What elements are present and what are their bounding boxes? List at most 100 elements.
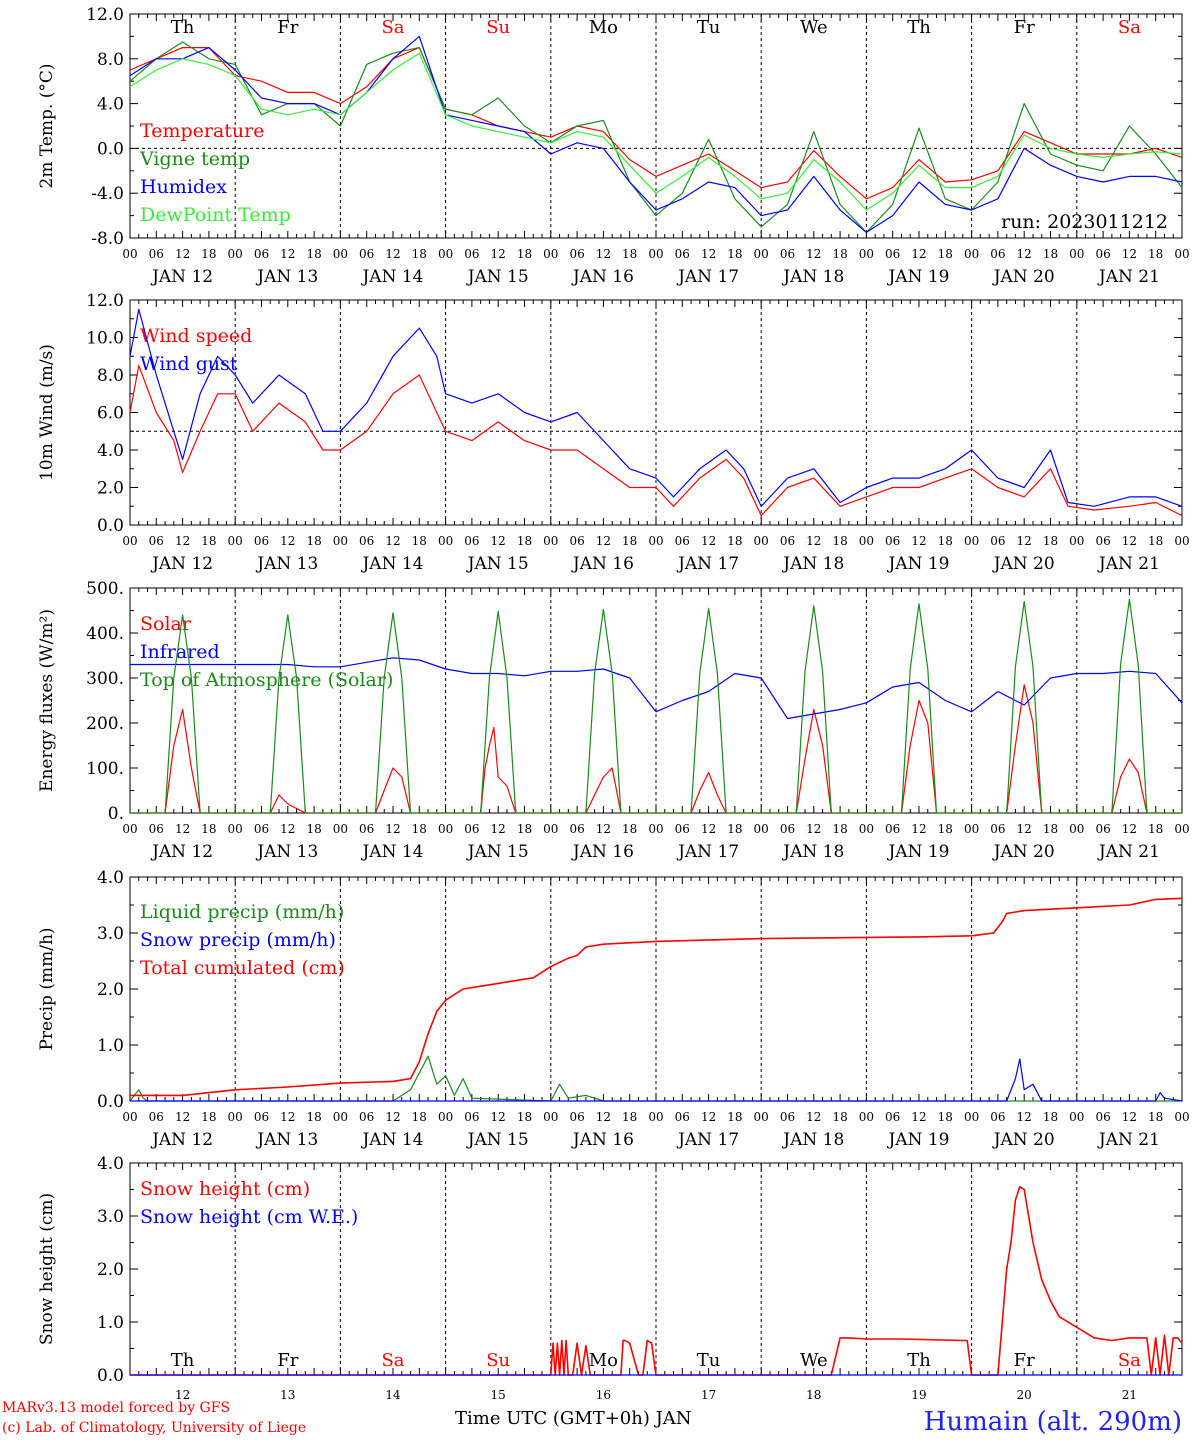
date-label: JAN 20 xyxy=(992,1130,1055,1150)
hour-tick-label: 06 xyxy=(675,1110,690,1124)
hour-tick-label: 06 xyxy=(990,1110,1005,1124)
legend-entry: Humidex xyxy=(140,176,227,198)
day-name: Th xyxy=(907,17,931,38)
hour-tick-label: 06 xyxy=(359,822,374,836)
hour-tick-label: 00 xyxy=(1174,534,1189,548)
hour-tick-label: 12 xyxy=(911,247,926,261)
hour-tick-label: 12 xyxy=(596,247,611,261)
date-label: JAN 17 xyxy=(676,267,739,287)
hour-tick-label: 00 xyxy=(859,534,874,548)
y-tick-label: 4.0 xyxy=(97,868,124,888)
hour-tick-label: 00 xyxy=(228,822,243,836)
day-name: Sa xyxy=(381,1350,404,1371)
hour-tick-label: 18 xyxy=(412,1110,427,1124)
panel-5: 4.0 3.0 2.0 1.0 0.0 Snow height (cm) 12 13 14 15 1… xyxy=(37,1154,1183,1402)
hour-tick-label: 06 xyxy=(464,247,479,261)
date-label: JAN 14 xyxy=(360,554,423,574)
y-tick-label: -8.0 xyxy=(91,229,124,249)
hour-tick-label: 18 xyxy=(727,534,742,548)
y-tick-label: 4.0 xyxy=(97,441,124,461)
hour-tick-label: 00 xyxy=(964,247,979,261)
hour-tick-label: 18 xyxy=(412,534,427,548)
hour-tick-label: 12 xyxy=(596,1110,611,1124)
hour-tick-label: 00 xyxy=(964,1110,979,1124)
date-label: JAN 18 xyxy=(781,267,844,287)
hour-tick-label: 00 xyxy=(1069,822,1084,836)
hour-tick-label: 12 xyxy=(1017,822,1032,836)
day-name: Sa xyxy=(1118,17,1141,38)
hour-tick-label: 00 xyxy=(964,534,979,548)
hour-tick-label: 06 xyxy=(1095,822,1110,836)
hour-tick-label: 06 xyxy=(990,822,1005,836)
hour-tick-label: 18 xyxy=(622,822,637,836)
date-label: JAN 20 xyxy=(992,267,1055,287)
hour-tick-label: 12 xyxy=(806,822,821,836)
hour-tick-label: 00 xyxy=(859,247,874,261)
hour-tick-label: 12 xyxy=(1122,1110,1137,1124)
legend-entry: Wind gust xyxy=(140,353,238,375)
hour-tick-label: 18 xyxy=(1148,247,1163,261)
hour-tick-label: 18 xyxy=(938,1110,953,1124)
date-label: JAN 21 xyxy=(1097,842,1160,862)
day-number-label: 17 xyxy=(701,1388,716,1402)
day-name: Th xyxy=(171,1350,195,1371)
hour-tick-label: 12 xyxy=(806,247,821,261)
day-name: Fr xyxy=(1014,17,1035,38)
hour-tick-label: 00 xyxy=(754,247,769,261)
hour-tick-label: 00 xyxy=(754,1110,769,1124)
date-label: JAN 15 xyxy=(466,554,529,574)
y-tick-label: 0.0 xyxy=(97,1092,124,1112)
hour-tick-label: 18 xyxy=(1043,534,1058,548)
legend-entry: Temperature xyxy=(140,120,264,142)
day-number-label: 19 xyxy=(911,1388,926,1402)
hour-tick-label: 06 xyxy=(990,247,1005,261)
date-label: JAN 13 xyxy=(255,267,318,287)
date-label: JAN 20 xyxy=(992,842,1055,862)
hour-tick-label: 18 xyxy=(622,247,637,261)
hour-tick-label: 18 xyxy=(727,247,742,261)
hour-tick-label: 00 xyxy=(859,822,874,836)
day-name: Su xyxy=(486,1350,510,1371)
hour-tick-label: 12 xyxy=(1122,822,1137,836)
day-name: Fr xyxy=(277,17,298,38)
hour-tick-label: 06 xyxy=(780,822,795,836)
legend-entry: Solar xyxy=(140,613,192,635)
hour-tick-label: 06 xyxy=(885,534,900,548)
hour-tick-label: 00 xyxy=(754,822,769,836)
hour-tick-label: 18 xyxy=(306,822,321,836)
hour-tick-label: 12 xyxy=(491,1110,506,1124)
model-credit: MARv3.13 model forced by GFS xyxy=(2,1400,230,1416)
legend-entry: Infrared xyxy=(140,641,220,663)
hour-tick-label: 00 xyxy=(438,822,453,836)
legend-entry: Total cumulated (cm) xyxy=(140,957,345,979)
hour-tick-label: 12 xyxy=(491,534,506,548)
day-name: Mo xyxy=(589,17,618,38)
plot-frame xyxy=(129,299,1183,526)
y-tick-label: -4.0 xyxy=(91,184,124,204)
y-tick-label: 0. xyxy=(108,804,124,824)
hour-tick-label: 12 xyxy=(491,822,506,836)
hour-tick-label: 18 xyxy=(1043,247,1058,261)
hour-tick-label: 18 xyxy=(517,1110,532,1124)
hour-tick-label: 06 xyxy=(464,1110,479,1124)
day-number-label: 12 xyxy=(175,1388,190,1402)
hour-tick-label: 00 xyxy=(1174,822,1189,836)
hour-tick-label: 06 xyxy=(1095,1110,1110,1124)
hour-tick-label: 18 xyxy=(1043,822,1058,836)
hour-tick-label: 00 xyxy=(438,534,453,548)
date-label: JAN 14 xyxy=(360,267,423,287)
hour-tick-label: 12 xyxy=(701,534,716,548)
y-tick-label: 100. xyxy=(86,759,124,779)
hour-tick-label: 06 xyxy=(885,247,900,261)
hour-tick-label: 00 xyxy=(228,1110,243,1124)
hour-tick-label: 18 xyxy=(201,534,216,548)
hour-tick-label: 18 xyxy=(832,822,847,836)
hour-tick-label: 12 xyxy=(280,247,295,261)
hour-tick-label: 12 xyxy=(1122,534,1137,548)
hour-tick-label: 00 xyxy=(859,1110,874,1124)
hour-tick-label: 18 xyxy=(938,534,953,548)
date-label: JAN 19 xyxy=(886,554,949,574)
date-label: JAN 16 xyxy=(571,842,634,862)
series-line-1 xyxy=(129,365,1183,517)
hour-tick-label: 00 xyxy=(648,822,663,836)
